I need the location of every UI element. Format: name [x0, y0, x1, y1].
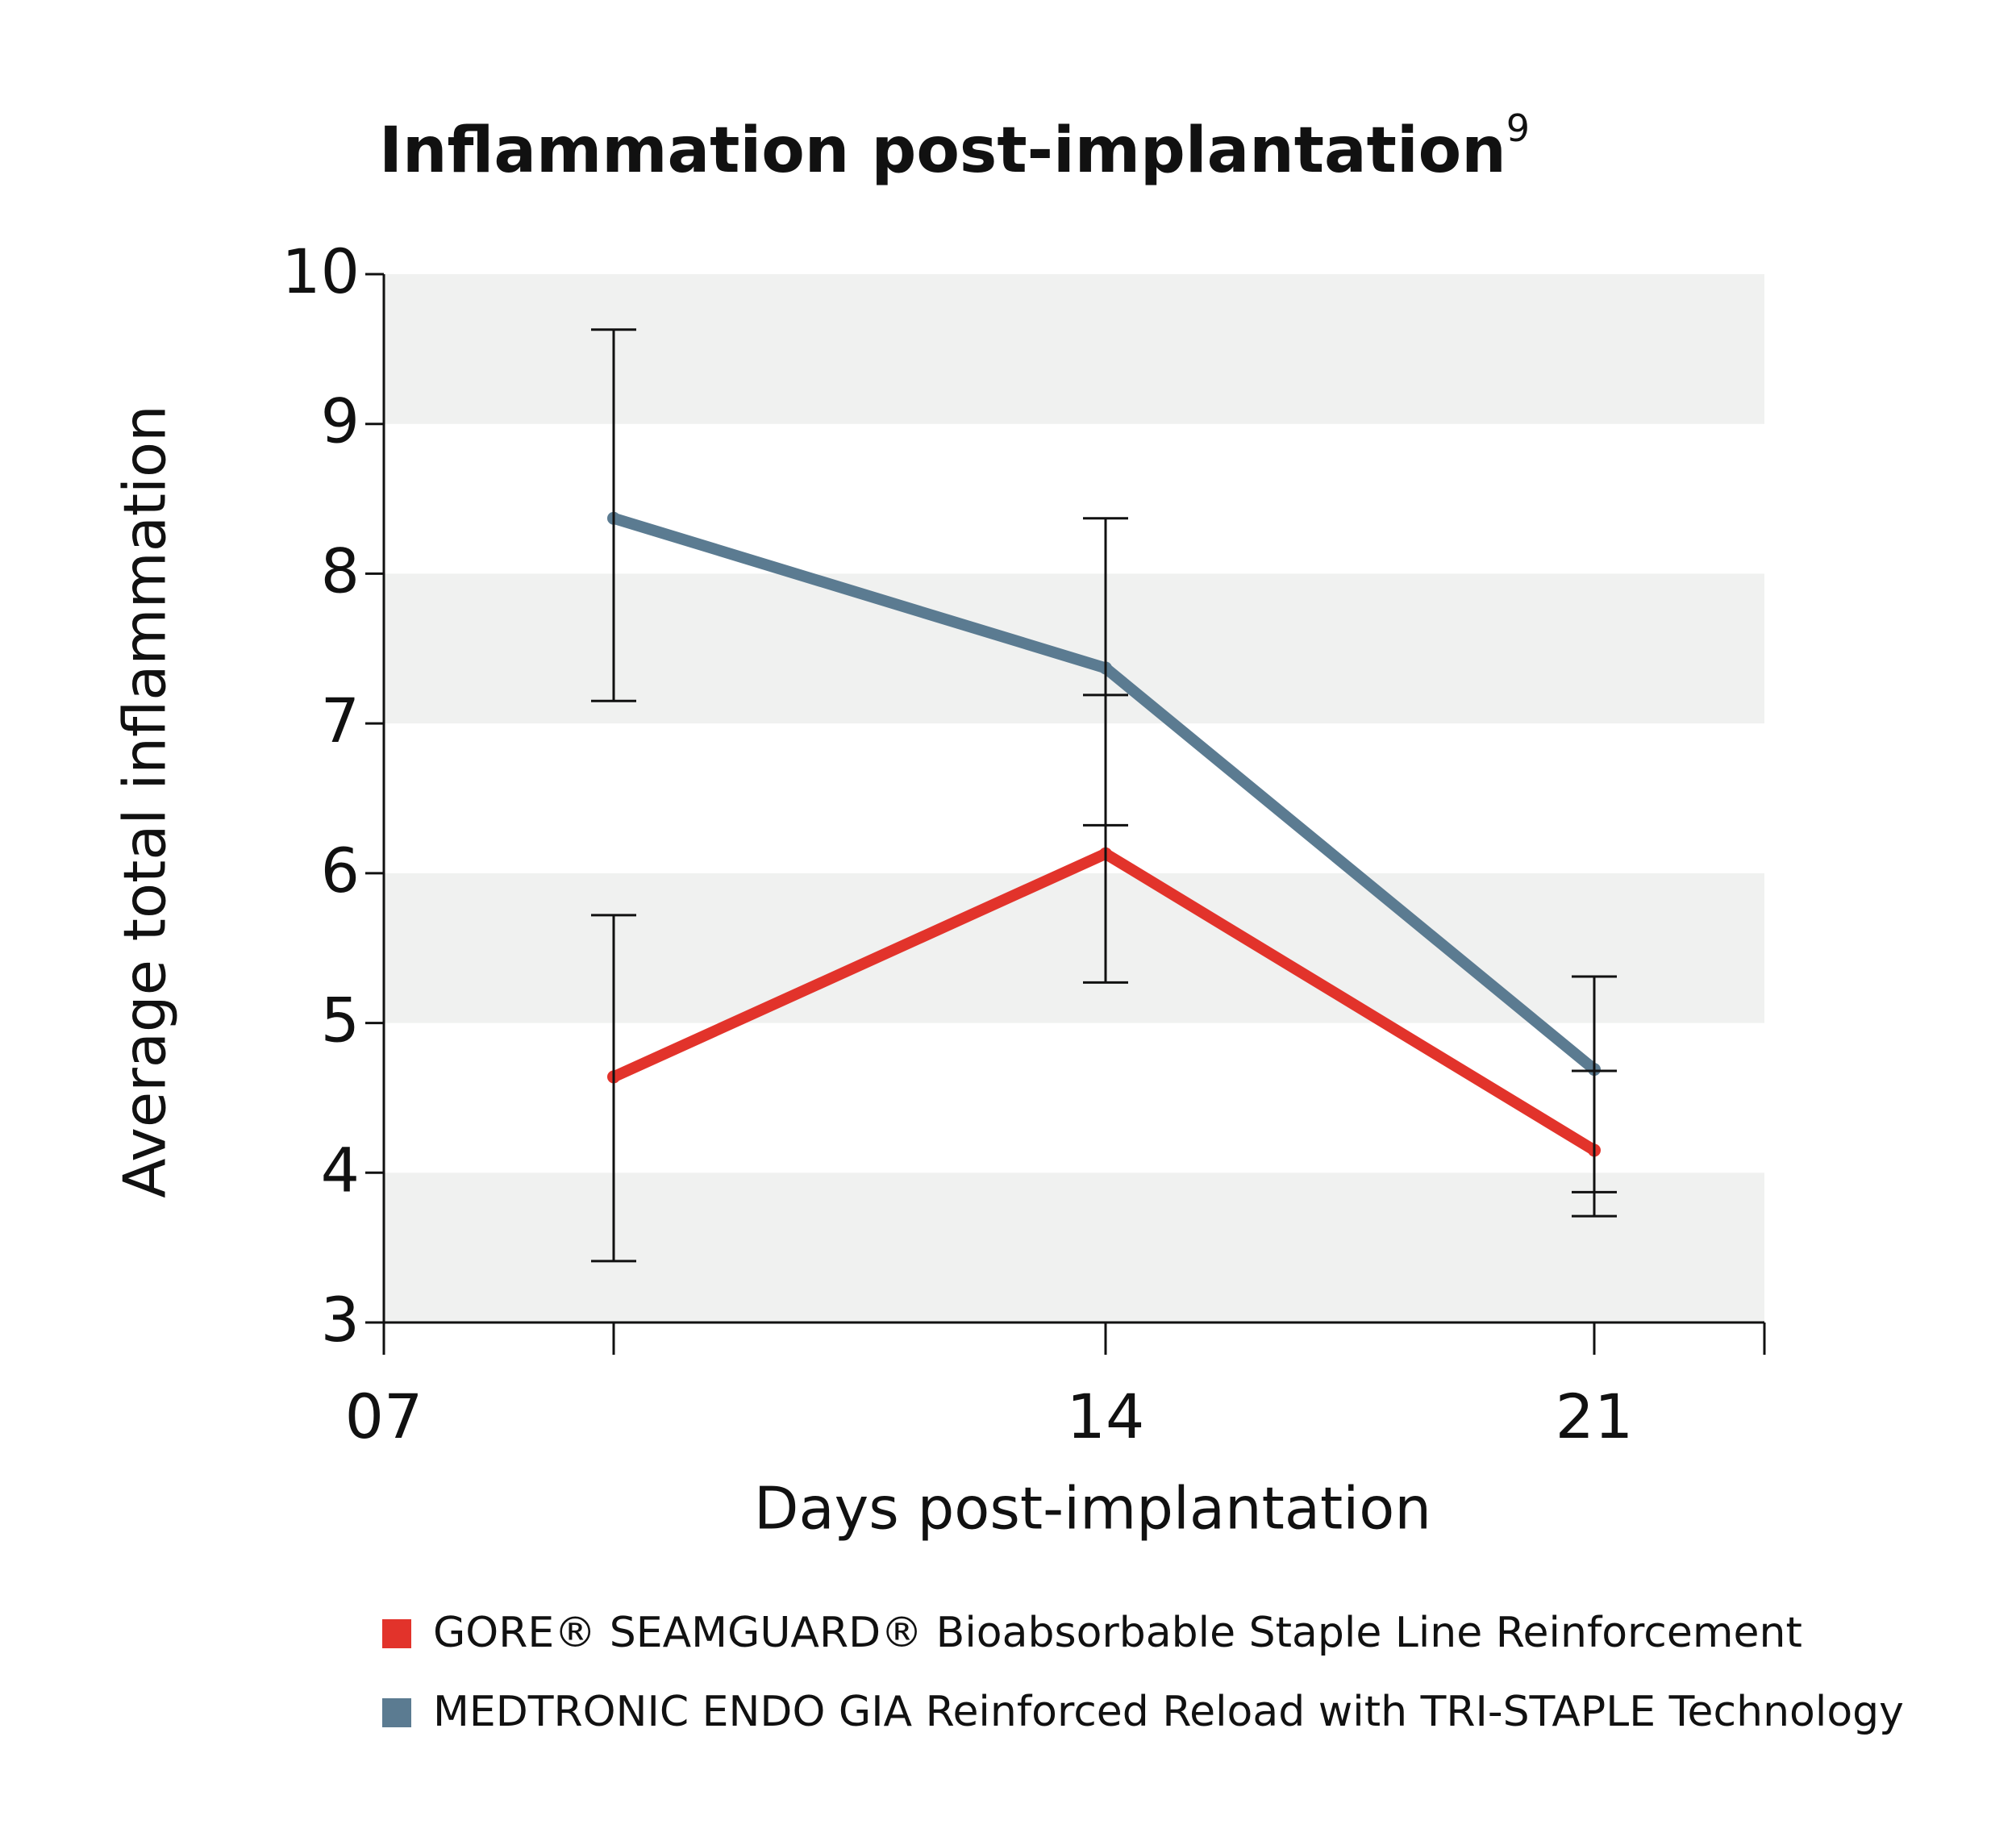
y-tick-label: 6: [321, 835, 360, 906]
legend-swatch: [382, 1619, 411, 1648]
title-text: Inflammation post-implantation: [379, 115, 1506, 187]
grid-band: [384, 573, 1764, 724]
legend-label: GORE® SEAMGUARD® Bioabsorbable Staple Li…: [433, 1609, 1802, 1657]
grid-band: [384, 873, 1764, 1023]
legend-label: MEDTRONIC ENDO GIA Reinforced Reload wit…: [433, 1688, 1904, 1736]
y-tick-label: 5: [321, 985, 360, 1056]
legend-swatch: [382, 1698, 411, 1727]
y-tick-label: 4: [321, 1134, 360, 1206]
y-tick-label: 7: [321, 685, 360, 756]
y-tick-label: 3: [321, 1284, 360, 1356]
y-tick-label: 10: [281, 235, 360, 307]
grid-band: [384, 274, 1764, 424]
chart-title: Inflammation post-implantation9: [379, 106, 1530, 188]
x-tick-label: 07: [345, 1381, 423, 1452]
y-tick-label: 9: [321, 385, 360, 457]
y-axis-label: Average total inflammation: [111, 405, 179, 1198]
x-tick-label: 14: [1067, 1381, 1145, 1452]
x-tick-label: 21: [1556, 1381, 1634, 1452]
y-tick-label: 8: [321, 535, 360, 606]
title-superscript: 9: [1506, 106, 1530, 150]
x-axis-label: Days post-implantation: [754, 1475, 1431, 1543]
grid-band: [384, 1172, 1764, 1322]
